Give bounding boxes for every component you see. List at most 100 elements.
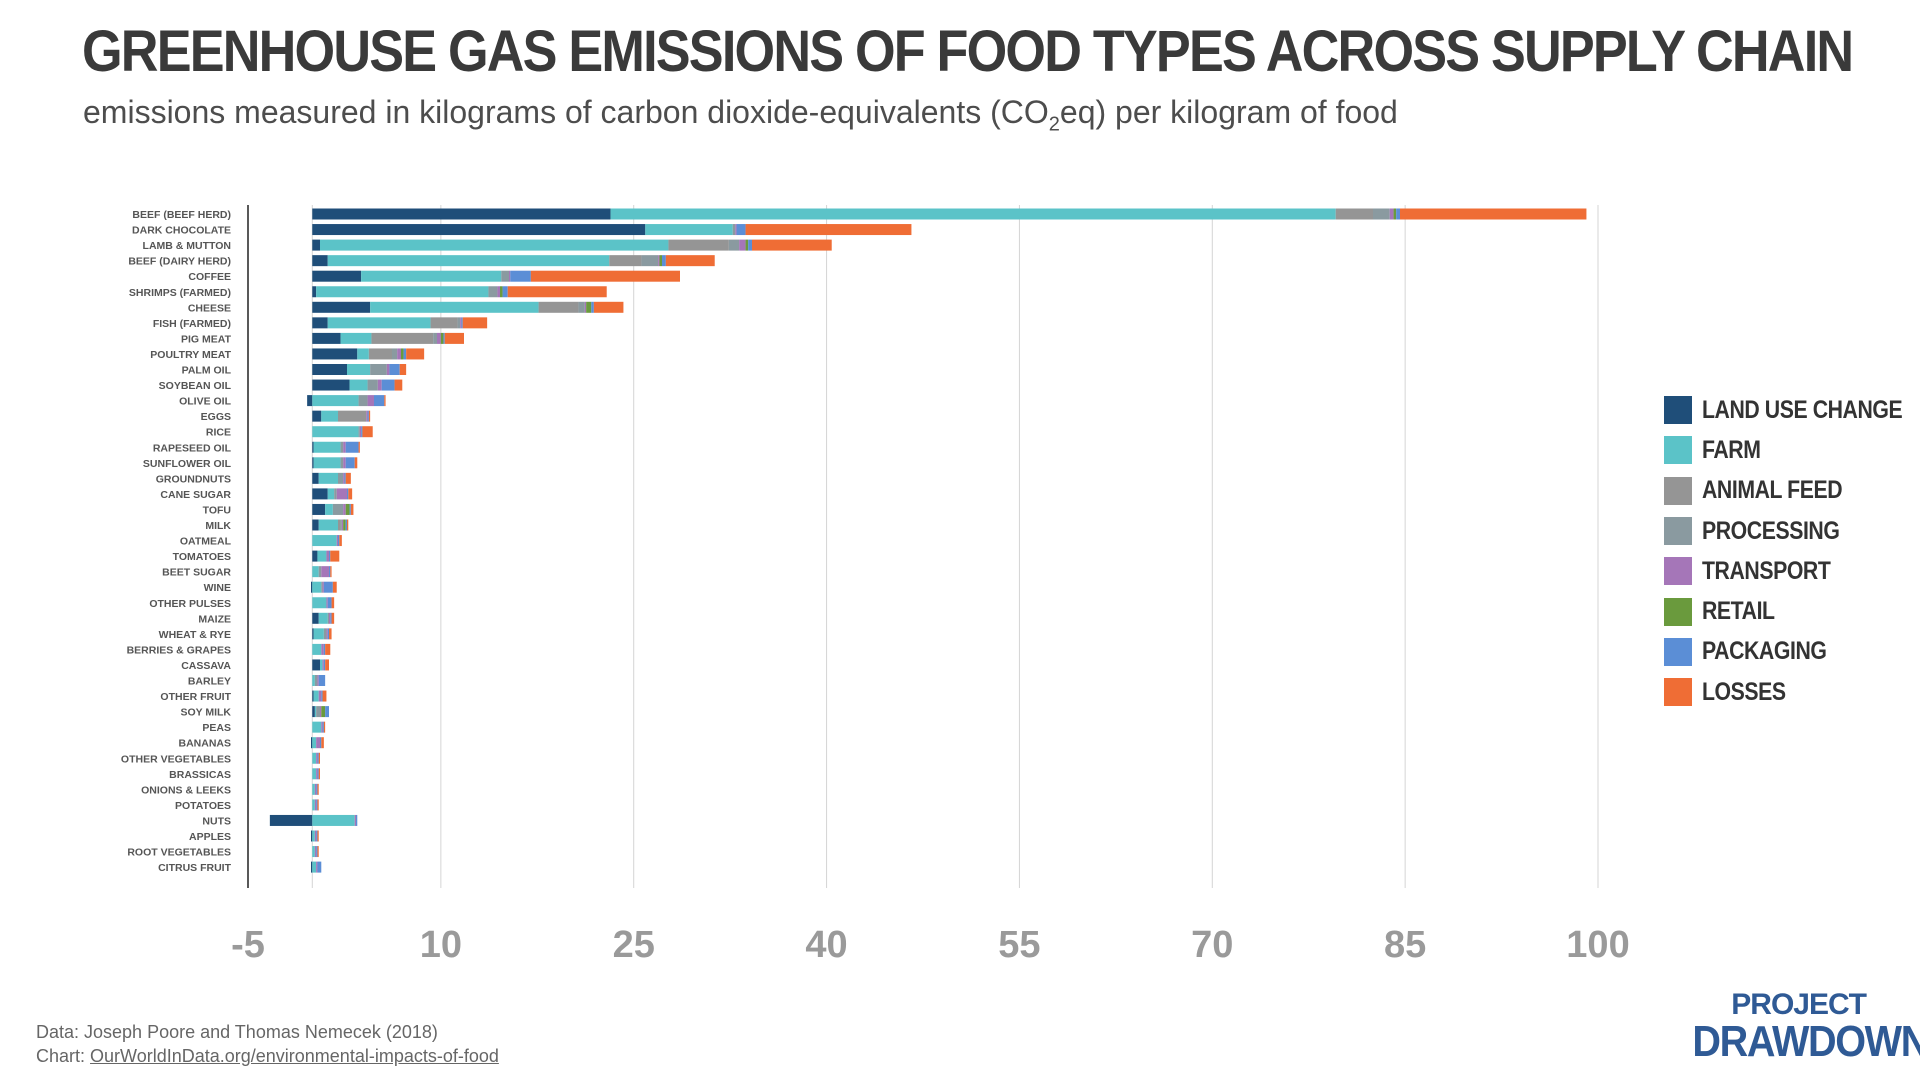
bar-segment: [318, 519, 338, 531]
bar-segment: [609, 255, 642, 267]
bar-segment: [401, 348, 404, 360]
bar-segment: [312, 550, 318, 562]
legend-swatch: [1664, 597, 1692, 626]
bar-segment: [332, 503, 344, 515]
bar-segment: [321, 566, 329, 578]
bar-segment: [325, 503, 333, 515]
x-tick-label: 85: [1384, 924, 1426, 966]
bar-segment: [330, 550, 340, 562]
bar-segment: [736, 224, 746, 236]
x-tick-label: 10: [420, 924, 462, 966]
bar-segment: [312, 783, 315, 795]
bar-segment: [317, 752, 319, 764]
bar-segment: [316, 286, 489, 298]
category-label: SHRIMPS (FARMED): [129, 287, 231, 299]
category-label: BERRIES & GRAPES: [127, 644, 231, 656]
bar-segment: [317, 783, 319, 795]
bar-segment: [317, 550, 327, 562]
bar-segment: [397, 348, 401, 360]
legend-item: LAND USE CHANGE: [1664, 390, 1920, 430]
bar-segment: [371, 332, 434, 344]
bar-segment: [323, 628, 327, 640]
bar-segment: [313, 628, 324, 640]
legend-label: RETAIL: [1702, 597, 1775, 626]
x-tick-label: 40: [805, 924, 847, 966]
x-tick-label: 70: [1191, 924, 1233, 966]
legend: LAND USE CHANGE FARM ANIMAL FEED PROCESSING…: [1664, 390, 1920, 712]
bar-segment: [329, 566, 331, 578]
bar-segment: [321, 410, 338, 422]
bar-segment: [329, 628, 332, 640]
bar-segment: [354, 814, 356, 826]
bar-segment: [312, 410, 322, 422]
category-label: OLIVE OIL: [179, 396, 232, 408]
bar-segment: [659, 255, 662, 267]
bar-segment: [311, 581, 313, 593]
bar-segment: [312, 519, 319, 531]
category-label: WINE: [204, 582, 231, 594]
category-label: CHEESE: [188, 302, 231, 314]
bar-segment: [334, 488, 337, 500]
bar-segment: [332, 581, 337, 593]
bar-segment: [312, 503, 326, 515]
bar-segment: [323, 659, 326, 671]
bar-segment: [347, 488, 349, 500]
legend-label: PACKAGING: [1702, 637, 1827, 666]
bar-segment: [318, 566, 322, 578]
bar-segment: [312, 286, 317, 298]
bar-segment: [392, 348, 398, 360]
bar-segment: [433, 332, 437, 344]
bar-segment: [358, 441, 360, 453]
category-label: COFFEE: [188, 271, 231, 283]
category-label: NUTS: [202, 815, 231, 827]
bar-segment: [316, 799, 318, 811]
bar-segment: [316, 830, 318, 842]
bar-segment: [745, 224, 912, 236]
chart-title: GREENHOUSE GAS EMISSIONS OF FOOD TYPES A…: [82, 19, 1854, 84]
bar-segment: [338, 519, 341, 531]
bar-segment: [381, 379, 395, 391]
bar-segment: [389, 364, 400, 375]
bar-segment: [307, 395, 313, 407]
bar-segment: [312, 690, 314, 702]
bar-segment: [318, 472, 338, 484]
bar-segment: [321, 706, 326, 718]
category-label: SUNFLOWER OIL: [143, 458, 232, 470]
bar-segment: [312, 675, 315, 686]
category-label: GROUNDNUTS: [156, 473, 231, 485]
bar-segment: [748, 239, 752, 251]
bar-segment: [610, 208, 1336, 220]
category-label: OTHER PULSES: [149, 598, 231, 610]
bar-segment: [343, 457, 346, 469]
bar-segment: [645, 224, 733, 236]
bar-segment: [318, 690, 322, 702]
logo-bottom-text: DRAWDOWN.: [1692, 1020, 1920, 1064]
bar-segment: [312, 472, 319, 484]
bar-segment: [344, 472, 346, 484]
bar-segment: [317, 861, 322, 873]
bar-segment: [338, 472, 344, 484]
bar-segment: [325, 659, 329, 671]
subtitle-text-end: eq) per kilogram of food: [1059, 94, 1398, 130]
legend-item: FARM: [1664, 430, 1920, 470]
bar-segment: [314, 846, 317, 858]
bar-segment: [1400, 208, 1587, 220]
bar-segment: [312, 364, 347, 375]
bar-segment: [316, 752, 318, 764]
category-label: MAIZE: [198, 613, 231, 625]
chart-source-link[interactable]: OurWorldInData.org/environmental-impacts…: [90, 1046, 499, 1066]
bar-segment: [578, 301, 585, 313]
category-label: PALM OIL: [182, 365, 232, 377]
bar-segment: [349, 503, 351, 515]
bar-segment: [318, 612, 328, 624]
bar-segment: [339, 535, 342, 547]
legend-item: ANIMAL FEED: [1664, 471, 1920, 511]
category-label: RICE: [206, 427, 231, 439]
legend-swatch: [1664, 476, 1692, 505]
bar-segment: [341, 519, 344, 531]
category-label: BEET SUGAR: [162, 567, 231, 579]
category-label: BEEF (BEEF HERD): [132, 209, 231, 221]
bar-segment: [312, 426, 359, 438]
bar-segment: [317, 799, 319, 811]
